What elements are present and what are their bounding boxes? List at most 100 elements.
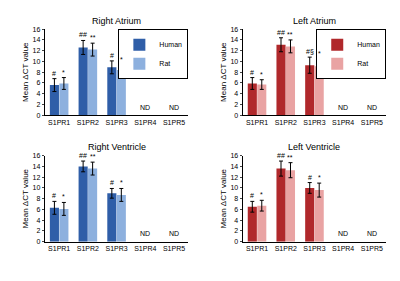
svg-text:S1PR3: S1PR3 <box>105 245 127 252</box>
svg-text:Mean ΔCT value: Mean ΔCT value <box>219 42 228 102</box>
svg-text:12: 12 <box>230 174 238 181</box>
svg-text:S1PR4: S1PR4 <box>332 245 354 252</box>
svg-text:##: ## <box>79 31 87 38</box>
svg-text:6: 6 <box>36 206 40 213</box>
svg-text:14: 14 <box>33 163 41 170</box>
svg-text:Right Atrium: Right Atrium <box>92 16 141 26</box>
svg-text:8: 8 <box>36 195 40 202</box>
svg-text:*: * <box>260 191 263 198</box>
svg-text:S1PR2: S1PR2 <box>275 119 297 126</box>
svg-text:**: ** <box>287 154 293 161</box>
svg-text:#: # <box>250 69 254 76</box>
svg-text:6: 6 <box>234 206 238 213</box>
svg-text:ND: ND <box>169 104 179 111</box>
svg-text:8: 8 <box>234 195 238 202</box>
svg-text:S1PR3: S1PR3 <box>105 119 127 126</box>
svg-text:Human: Human <box>159 41 182 48</box>
svg-text:4: 4 <box>36 90 40 97</box>
svg-text:#: # <box>52 192 56 199</box>
svg-text:16: 16 <box>230 152 238 159</box>
svg-text:ND: ND <box>338 230 348 237</box>
svg-text:Left Ventricle: Left Ventricle <box>288 142 340 152</box>
svg-text:S1PR5: S1PR5 <box>163 245 185 252</box>
svg-text:8: 8 <box>234 69 238 76</box>
svg-text:#: # <box>250 192 254 199</box>
svg-text:S1PR2: S1PR2 <box>77 119 99 126</box>
svg-text:4: 4 <box>234 90 238 97</box>
svg-text:10: 10 <box>33 58 41 65</box>
svg-text:2: 2 <box>36 101 40 108</box>
svg-text:4: 4 <box>234 217 238 224</box>
svg-text:*: * <box>62 69 65 76</box>
svg-text:0: 0 <box>36 238 40 245</box>
svg-text:10: 10 <box>230 184 238 191</box>
svg-text:**: ** <box>90 153 96 160</box>
svg-text:2: 2 <box>36 227 40 234</box>
svg-text:#§: #§ <box>306 48 314 55</box>
svg-text:Right Ventricle: Right Ventricle <box>88 142 146 152</box>
svg-text:ND: ND <box>367 104 377 111</box>
svg-text:Left Atrium: Left Atrium <box>293 16 336 26</box>
svg-text:2: 2 <box>234 101 238 108</box>
svg-text:Human: Human <box>357 41 380 48</box>
svg-text:0: 0 <box>36 112 40 119</box>
svg-text:S1PR2: S1PR2 <box>275 245 297 252</box>
svg-text:16: 16 <box>33 26 41 33</box>
svg-text:10: 10 <box>230 58 238 65</box>
svg-text:S1PR4: S1PR4 <box>134 245 156 252</box>
svg-text:Rat: Rat <box>159 60 170 67</box>
svg-text:12: 12 <box>33 47 41 54</box>
svg-text:12: 12 <box>230 47 238 54</box>
svg-text:Rat: Rat <box>357 60 368 67</box>
svg-text:#: # <box>110 52 114 59</box>
svg-text:ND: ND <box>367 230 377 237</box>
svg-text:**: ** <box>90 34 96 41</box>
svg-text:#: # <box>52 70 56 77</box>
svg-text:16: 16 <box>33 152 41 159</box>
svg-text:10: 10 <box>33 184 41 191</box>
svg-text:S1PR1: S1PR1 <box>48 245 70 252</box>
svg-text:*: * <box>318 174 321 181</box>
svg-text:Mean ΔCT value: Mean ΔCT value <box>21 168 30 228</box>
svg-text:##: ## <box>79 152 87 159</box>
svg-text:ND: ND <box>338 104 348 111</box>
svg-text:##: ## <box>277 29 285 36</box>
svg-text:S1PR4: S1PR4 <box>332 119 354 126</box>
svg-text:12: 12 <box>33 174 41 181</box>
svg-text:##: ## <box>277 152 285 159</box>
svg-text:0: 0 <box>234 112 238 119</box>
svg-text:S1PR3: S1PR3 <box>303 245 325 252</box>
svg-text:ND: ND <box>140 104 150 111</box>
svg-text:*: * <box>120 56 123 63</box>
svg-text:S1PR5: S1PR5 <box>361 119 383 126</box>
svg-text:Mean ΔCT value: Mean ΔCT value <box>219 168 228 228</box>
svg-text:S1PR5: S1PR5 <box>163 119 185 126</box>
svg-text:4: 4 <box>36 217 40 224</box>
svg-text:14: 14 <box>230 36 238 43</box>
svg-text:*: * <box>62 193 65 200</box>
svg-text:Mean ΔCT value: Mean ΔCT value <box>21 42 30 102</box>
svg-text:S1PR1: S1PR1 <box>48 119 70 126</box>
svg-text:14: 14 <box>230 163 238 170</box>
svg-text:ND: ND <box>169 230 179 237</box>
svg-text:0: 0 <box>234 238 238 245</box>
svg-text:14: 14 <box>33 36 41 43</box>
svg-text:S1PR3: S1PR3 <box>303 119 325 126</box>
svg-text:6: 6 <box>234 79 238 86</box>
svg-text:S1PR1: S1PR1 <box>246 245 268 252</box>
svg-text:S1PR2: S1PR2 <box>77 245 99 252</box>
svg-text:S1PR1: S1PR1 <box>246 119 268 126</box>
svg-text:*: * <box>318 50 321 57</box>
svg-text:2: 2 <box>234 227 238 234</box>
svg-text:ND: ND <box>140 230 150 237</box>
svg-text:S1PR4: S1PR4 <box>134 119 156 126</box>
svg-text:6: 6 <box>36 79 40 86</box>
svg-text:*: * <box>260 71 263 78</box>
svg-text:*: * <box>120 179 123 186</box>
svg-text:#: # <box>308 174 312 181</box>
svg-text:16: 16 <box>230 26 238 33</box>
svg-text:8: 8 <box>36 69 40 76</box>
svg-text:S1PR5: S1PR5 <box>361 245 383 252</box>
svg-text:#: # <box>110 179 114 186</box>
svg-text:**: ** <box>287 31 293 38</box>
